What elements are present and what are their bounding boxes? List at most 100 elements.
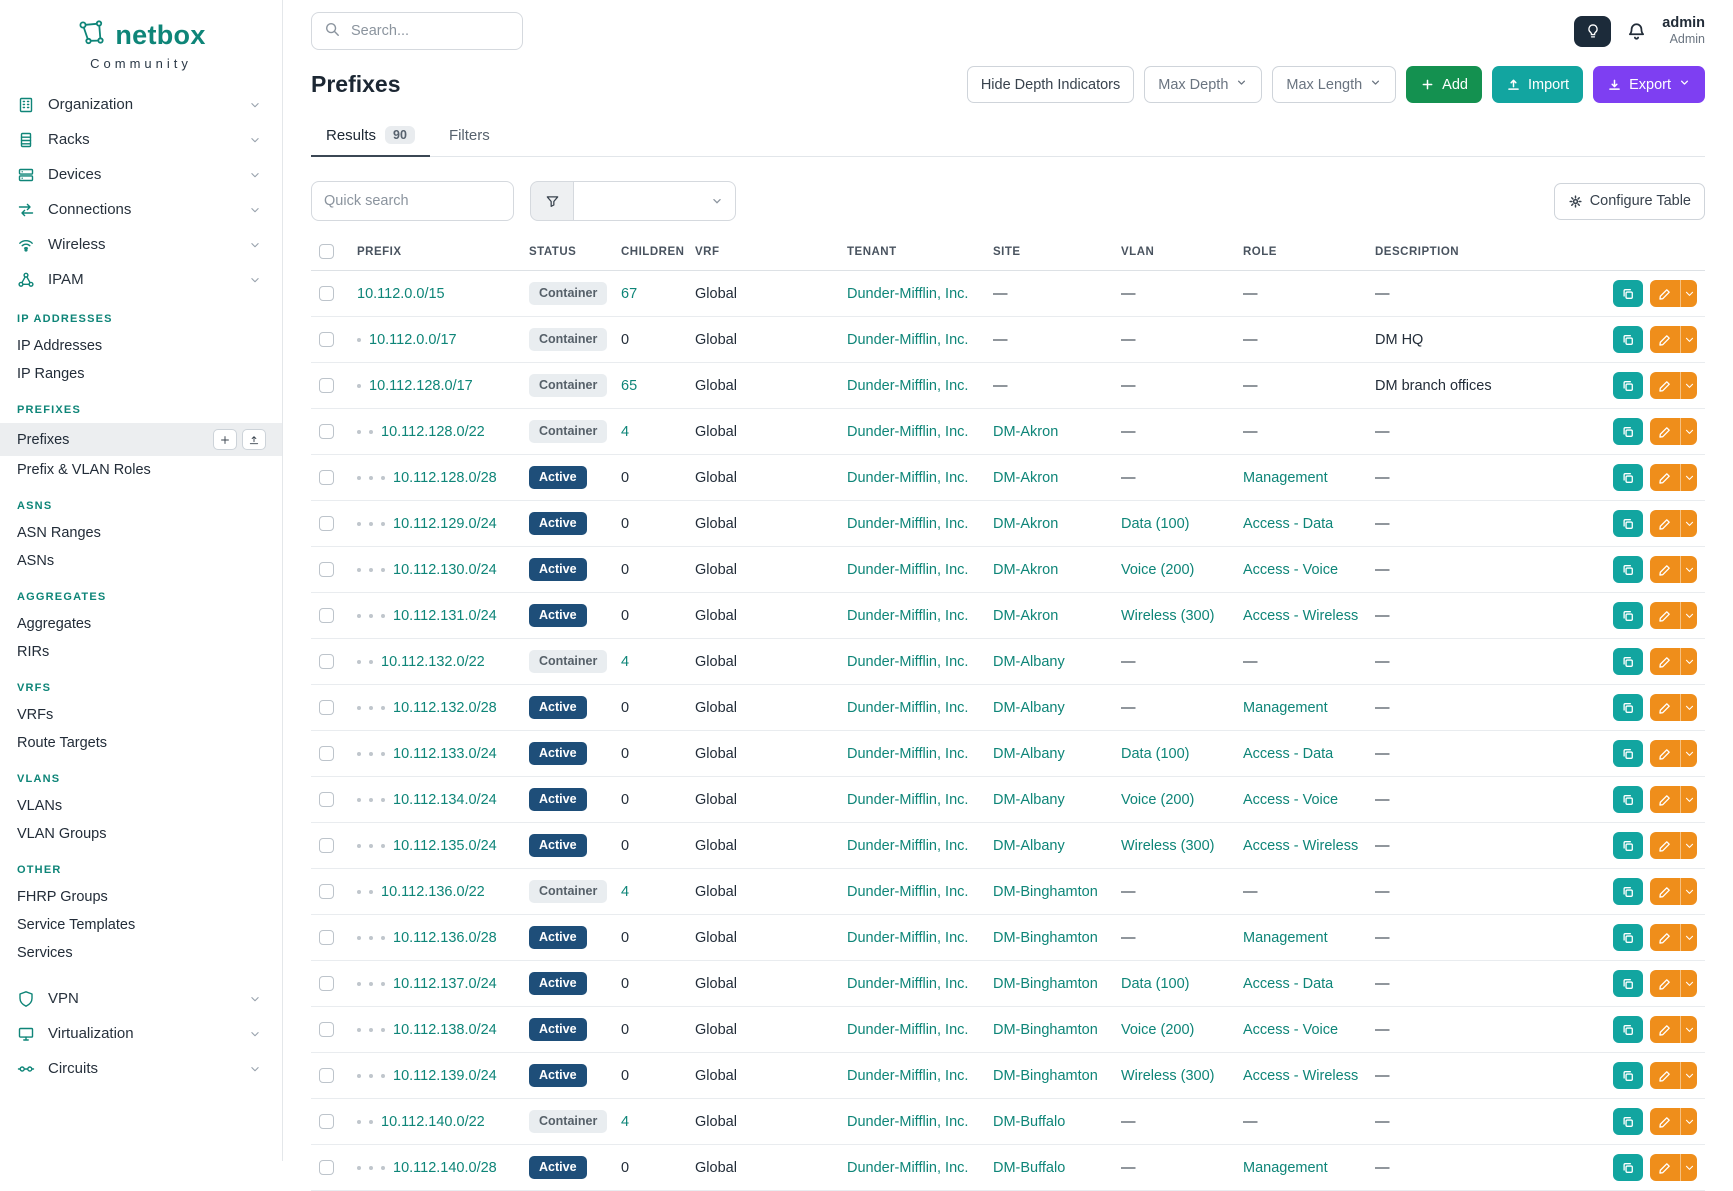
site-link[interactable]: DM-Akron (993, 607, 1059, 624)
tenant-link[interactable]: Dunder-Mifflin, Inc. (847, 791, 969, 808)
edit-dropdown-button[interactable] (1680, 740, 1697, 767)
edit-button[interactable] (1650, 418, 1680, 445)
row-checkbox[interactable] (319, 608, 334, 624)
children-link[interactable]: 4 (621, 883, 630, 900)
sidebar-item-asns[interactable]: ASNs (0, 547, 282, 575)
tenant-link[interactable]: Dunder-Mifflin, Inc. (847, 1159, 969, 1176)
sidebar-item-route-targets[interactable]: Route Targets (0, 729, 282, 757)
edit-button[interactable] (1650, 694, 1680, 721)
tenant-link[interactable]: Dunder-Mifflin, Inc. (847, 377, 969, 394)
prefix-link[interactable]: 10.112.132.0/22 (381, 653, 485, 670)
copy-button[interactable] (1613, 1062, 1643, 1089)
edit-dropdown-button[interactable] (1680, 602, 1697, 629)
sidebar-item-services[interactable]: Services (0, 939, 282, 967)
edit-button[interactable] (1650, 1154, 1680, 1181)
edit-dropdown-button[interactable] (1680, 970, 1697, 997)
sidebar-item-ip-addresses[interactable]: IP Addresses (0, 332, 282, 360)
row-checkbox[interactable] (319, 470, 334, 486)
role-link[interactable]: Management (1243, 1159, 1328, 1176)
edit-button[interactable] (1650, 510, 1680, 537)
prefix-link[interactable]: 10.112.129.0/24 (393, 515, 497, 532)
tenant-link[interactable]: Dunder-Mifflin, Inc. (847, 929, 969, 946)
sidebar-group-wireless[interactable]: Wireless (0, 227, 282, 262)
sidebar-group-organization[interactable]: Organization (0, 87, 282, 122)
column-header-children[interactable]: CHILDREN (613, 233, 687, 271)
edit-dropdown-button[interactable] (1680, 924, 1697, 951)
tenant-link[interactable]: Dunder-Mifflin, Inc. (847, 1113, 969, 1130)
user-menu[interactable]: admin Admin (1662, 14, 1705, 48)
site-link[interactable]: DM-Akron (993, 423, 1059, 440)
prefix-link[interactable]: 10.112.130.0/24 (393, 561, 497, 578)
row-checkbox[interactable] (319, 884, 334, 900)
edit-dropdown-button[interactable] (1680, 1016, 1697, 1043)
prefix-link[interactable]: 10.112.134.0/24 (393, 791, 497, 808)
tenant-link[interactable]: Dunder-Mifflin, Inc. (847, 653, 969, 670)
tenant-link[interactable]: Dunder-Mifflin, Inc. (847, 331, 969, 348)
column-header-tenant[interactable]: TENANT (839, 233, 985, 271)
tenant-link[interactable]: Dunder-Mifflin, Inc. (847, 423, 969, 440)
edit-button[interactable] (1650, 786, 1680, 813)
vlan-link[interactable]: Wireless (300) (1121, 607, 1215, 624)
edit-button[interactable] (1650, 1062, 1680, 1089)
max-depth-dropdown[interactable]: Max Depth (1144, 66, 1263, 103)
site-link[interactable]: DM-Albany (993, 699, 1065, 716)
row-checkbox[interactable] (319, 332, 334, 348)
site-link[interactable]: DM-Albany (993, 653, 1065, 670)
column-header-status[interactable]: STATUS (521, 233, 613, 271)
prefix-link[interactable]: 10.112.132.0/28 (393, 699, 497, 716)
children-link[interactable]: 67 (621, 285, 638, 302)
copy-button[interactable] (1613, 924, 1643, 951)
edit-dropdown-button[interactable] (1680, 372, 1697, 399)
vlan-link[interactable]: Data (100) (1121, 745, 1190, 762)
edit-dropdown-button[interactable] (1680, 418, 1697, 445)
sidebar-item-vlans[interactable]: VLANs (0, 792, 282, 820)
tenant-link[interactable]: Dunder-Mifflin, Inc. (847, 285, 969, 302)
sidebar-item-vrfs[interactable]: VRFs (0, 701, 282, 729)
sidebar-item-service-templates[interactable]: Service Templates (0, 911, 282, 939)
edit-button[interactable] (1650, 970, 1680, 997)
edit-dropdown-button[interactable] (1680, 786, 1697, 813)
edit-button[interactable] (1650, 832, 1680, 859)
edit-button[interactable] (1650, 740, 1680, 767)
site-link[interactable]: DM-Binghamton (993, 975, 1098, 992)
sidebar-item-aggregates[interactable]: Aggregates (0, 610, 282, 638)
sidebar-add-prefix-button[interactable] (213, 429, 237, 450)
role-link[interactable]: Access - Wireless (1243, 1067, 1359, 1084)
column-header-prefix[interactable]: PREFIX (349, 233, 521, 271)
prefix-link[interactable]: 10.112.0.0/15 (357, 285, 445, 302)
column-header-site[interactable]: SITE (985, 233, 1113, 271)
configure-table-button[interactable]: Configure Table (1553, 182, 1705, 220)
role-link[interactable]: Management (1243, 469, 1328, 486)
quick-search-input[interactable] (311, 181, 514, 221)
edit-dropdown-button[interactable] (1680, 648, 1697, 675)
edit-dropdown-button[interactable] (1680, 1154, 1697, 1181)
site-link[interactable]: DM-Akron (993, 469, 1059, 486)
column-header-vlan[interactable]: VLAN (1113, 233, 1235, 271)
tenant-link[interactable]: Dunder-Mifflin, Inc. (847, 975, 969, 992)
site-link[interactable]: DM-Binghamton (993, 883, 1098, 900)
edit-button[interactable] (1650, 464, 1680, 491)
row-checkbox[interactable] (319, 424, 334, 440)
edit-dropdown-button[interactable] (1680, 1108, 1697, 1135)
copy-button[interactable] (1613, 602, 1643, 629)
tenant-link[interactable]: Dunder-Mifflin, Inc. (847, 745, 969, 762)
tenant-link[interactable]: Dunder-Mifflin, Inc. (847, 607, 969, 624)
copy-button[interactable] (1613, 464, 1643, 491)
role-link[interactable]: Access - Voice (1243, 561, 1339, 578)
column-header-description[interactable]: DESCRIPTION (1367, 233, 1599, 271)
role-link[interactable]: Access - Voice (1243, 791, 1339, 808)
vlan-link[interactable]: Wireless (300) (1121, 1067, 1215, 1084)
edit-dropdown-button[interactable] (1680, 280, 1697, 307)
row-checkbox[interactable] (319, 976, 334, 992)
tenant-link[interactable]: Dunder-Mifflin, Inc. (847, 515, 969, 532)
sidebar-group-ipam[interactable]: IPAM (0, 262, 282, 297)
role-link[interactable]: Access - Wireless (1243, 837, 1359, 854)
copy-button[interactable] (1613, 740, 1643, 767)
edit-dropdown-button[interactable] (1680, 556, 1697, 583)
children-link[interactable]: 65 (621, 377, 638, 394)
prefix-link[interactable]: 10.112.128.0/22 (381, 423, 485, 440)
copy-button[interactable] (1613, 832, 1643, 859)
hide-depth-indicators-button[interactable]: Hide Depth Indicators (966, 66, 1135, 103)
vlan-link[interactable]: Data (100) (1121, 975, 1190, 992)
prefix-link[interactable]: 10.112.139.0/24 (393, 1067, 497, 1084)
